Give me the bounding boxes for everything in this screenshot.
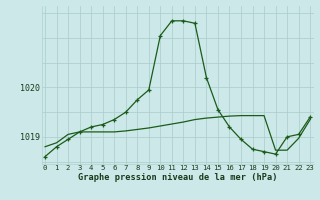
X-axis label: Graphe pression niveau de la mer (hPa): Graphe pression niveau de la mer (hPa) [78, 173, 277, 182]
